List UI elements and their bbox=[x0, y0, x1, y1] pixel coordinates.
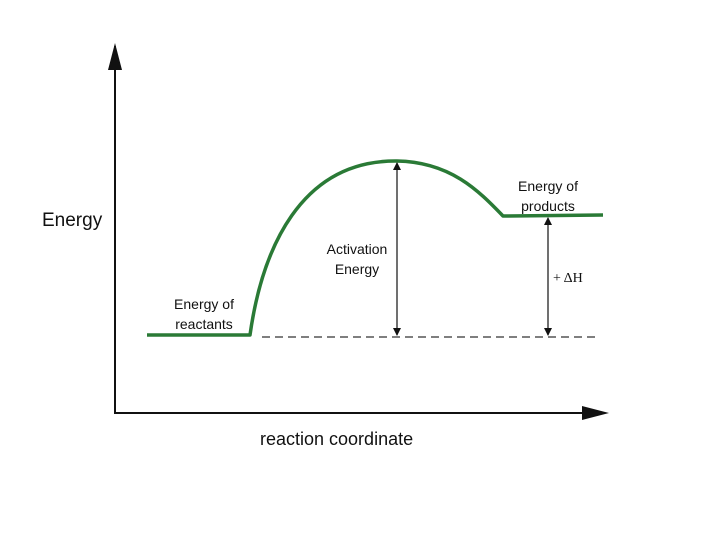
y-axis-arrowhead bbox=[108, 43, 122, 70]
reactants-label-line1: Energy of bbox=[174, 296, 234, 312]
products-label-line2: products bbox=[521, 198, 575, 214]
reactants-label: Energy of reactants bbox=[146, 294, 262, 334]
activation-label-line1: Activation bbox=[326, 241, 388, 257]
products-label-line1: Energy of bbox=[518, 178, 578, 194]
x-axis-arrowhead bbox=[582, 406, 609, 420]
activation-energy-label: Activation Energy bbox=[307, 239, 407, 279]
products-label: Energy of products bbox=[490, 176, 606, 216]
y-axis-label: Energy bbox=[42, 210, 103, 231]
activation-label-line2: Energy bbox=[334, 261, 380, 277]
x-axis-label: reaction coordinate bbox=[260, 429, 414, 449]
reactants-label-line2: reactants bbox=[175, 316, 233, 332]
delta-h-label: + ΔH bbox=[553, 271, 583, 286]
energy-curve bbox=[147, 159, 604, 337]
